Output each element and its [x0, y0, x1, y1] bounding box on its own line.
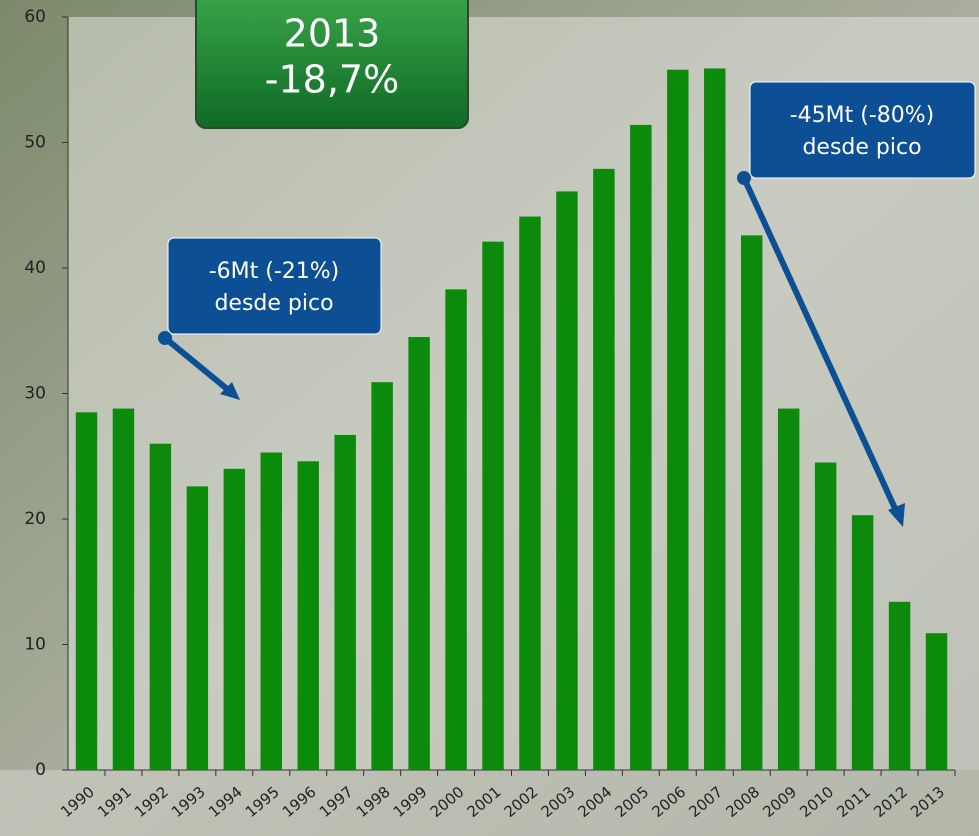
bar: [445, 289, 467, 770]
bar: [888, 601, 911, 770]
bar: [593, 168, 615, 771]
bar: [260, 452, 282, 770]
y-tick-label: 60: [24, 7, 46, 27]
bar: [925, 633, 948, 770]
bar: [777, 408, 800, 770]
bar: [371, 382, 393, 770]
bar: [630, 124, 652, 771]
bar: [741, 235, 763, 770]
bar: [851, 515, 874, 770]
highlight-box: [195, 0, 469, 129]
y-tick-label: 40: [24, 258, 46, 278]
bar: [149, 443, 172, 770]
bar: [519, 216, 541, 771]
bar: [297, 461, 319, 770]
y-tick-label: 0: [35, 760, 46, 780]
x-axis-band: [0, 770, 979, 836]
annotation: desde pico: [214, 291, 333, 316]
annotation: 2013: [284, 12, 381, 56]
annotation: desde pico: [802, 135, 921, 160]
bar: [112, 408, 135, 770]
bar: [667, 69, 689, 770]
y-tick-label: 10: [24, 635, 46, 655]
bar: [814, 462, 837, 770]
bar: [704, 68, 726, 770]
bar: [186, 486, 209, 770]
annotation: -18,7%: [265, 58, 399, 102]
y-tick-label: 50: [24, 133, 46, 153]
callout-box: [167, 237, 382, 335]
bar: [556, 191, 578, 770]
bar: [334, 434, 356, 770]
annotation: -6Mt (-21%): [209, 259, 340, 284]
annotation: -45Mt (-80%): [790, 103, 935, 128]
y-tick-label: 20: [24, 509, 46, 529]
bar: [75, 412, 98, 770]
bar: [408, 337, 430, 770]
bar: [482, 241, 504, 770]
arrows: [158, 171, 905, 527]
y-tick-label: 30: [24, 384, 46, 404]
bar: [223, 468, 246, 770]
callout-box: [749, 81, 976, 179]
